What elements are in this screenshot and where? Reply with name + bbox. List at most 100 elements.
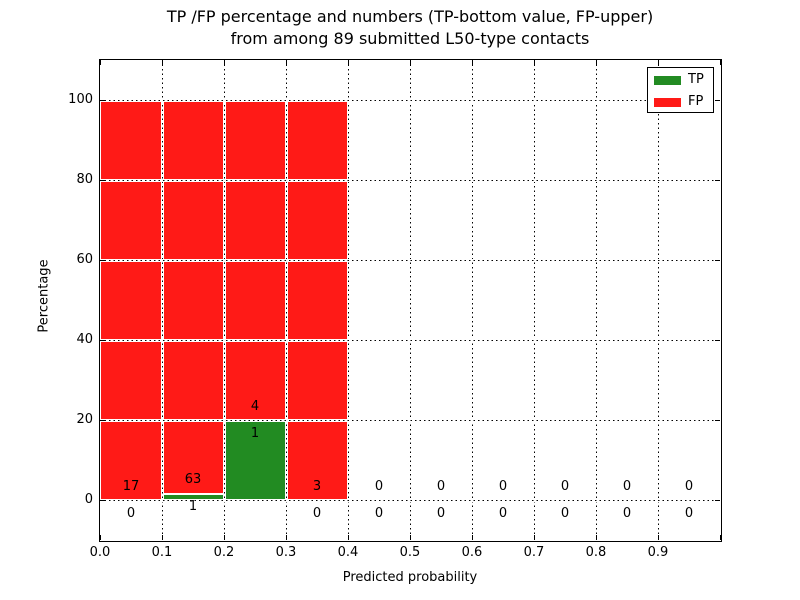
gridline-dots [347, 60, 349, 540]
x-tick-mark [347, 535, 349, 540]
fp-color-swatch [654, 98, 681, 107]
x-tick-label: 0.1 [151, 545, 173, 560]
x-tick-mark [471, 60, 473, 65]
fp-count-label: 0 [436, 478, 446, 494]
y-tick-mark [100, 179, 105, 181]
fp-count-label: 63 [184, 472, 202, 488]
x-tick-label: 0.7 [523, 545, 545, 560]
gridline-dots [100, 419, 720, 421]
y-tick-mark [715, 99, 720, 101]
x-tick-mark [99, 60, 101, 65]
bar-fp-segment [286, 100, 348, 500]
gridline-dots [100, 499, 720, 501]
x-tick-mark [409, 535, 411, 540]
chart-title: TP /FP percentage and numbers (TP-bottom… [90, 6, 730, 50]
legend-item-tp: TP [648, 70, 713, 90]
x-tick-mark [595, 60, 597, 65]
horizontal-gridline [100, 418, 720, 422]
x-tick-mark [285, 535, 287, 540]
x-tick-label: 0.8 [585, 545, 607, 560]
x-axis-label: Predicted probability [342, 570, 478, 585]
fp-count-label: 0 [560, 478, 570, 494]
x-tick-mark [657, 60, 659, 65]
x-tick-mark [223, 60, 225, 65]
vertical-gridline [594, 60, 598, 540]
y-tick-mark [100, 499, 105, 501]
vertical-gridline [656, 60, 660, 540]
horizontal-gridline [100, 258, 720, 262]
tp-count-label: 0 [436, 505, 446, 521]
y-tick-mark [100, 419, 105, 421]
x-tick-label: 0.0 [89, 545, 111, 560]
x-tick-mark [161, 60, 163, 65]
fp-count-label: 0 [622, 478, 632, 494]
legend-item-fp: FP [648, 92, 713, 112]
tp-count-label: 0 [126, 505, 136, 521]
y-tick-mark [715, 179, 720, 181]
x-tick-label: 0.4 [337, 545, 359, 560]
x-tick-mark [161, 535, 163, 540]
fp-count-label: 3 [312, 478, 322, 494]
x-tick-mark [223, 535, 225, 540]
y-tick-label: 100 [68, 92, 93, 107]
x-tick-label: 0.2 [213, 545, 235, 560]
tp-count-label: 0 [622, 505, 632, 521]
x-tick-label: 0.5 [399, 545, 421, 560]
x-tick-label: 0.3 [275, 545, 297, 560]
x-tick-mark [719, 535, 721, 540]
fp-count-label: 17 [122, 478, 140, 494]
vertical-gridline [160, 60, 164, 540]
gridline-dots [471, 60, 473, 540]
vertical-gridline [470, 60, 474, 540]
y-tick-label: 20 [76, 412, 93, 427]
tp-count-label: 0 [312, 505, 322, 521]
vertical-gridline [532, 60, 536, 540]
fp-count-label: 4 [250, 398, 260, 414]
bar-fp-segment [100, 100, 162, 500]
legend-label-tp: TP [688, 72, 704, 87]
gridline-dots [223, 60, 225, 540]
tp-count-label: 1 [188, 499, 198, 515]
horizontal-gridline [100, 98, 720, 102]
gridline-dots [100, 99, 720, 101]
x-tick-mark [409, 60, 411, 65]
y-tick-label: 0 [84, 492, 93, 507]
tp-count-label: 0 [684, 505, 694, 521]
y-tick-mark [715, 259, 720, 261]
y-tick-label: 60 [76, 252, 93, 267]
x-tick-label: 0.9 [647, 545, 669, 560]
chart-title-line2: from among 89 submitted L50-type contact… [230, 29, 590, 48]
x-tick-label: 0.6 [461, 545, 483, 560]
tp-color-swatch [654, 76, 681, 85]
y-axis-label: Percentage [36, 259, 52, 333]
x-tick-mark [471, 535, 473, 540]
x-tick-mark [285, 60, 287, 65]
chart-title-line1: TP /FP percentage and numbers (TP-bottom… [166, 7, 654, 26]
vertical-gridline [346, 60, 350, 540]
x-tick-mark [595, 535, 597, 540]
y-tick-mark [100, 99, 105, 101]
gridline-dots [100, 259, 720, 261]
plot-area: 17 0 63 1 4 1 3 0 0 0 0 0 0 0 0 0 0 0 0 0 [99, 60, 721, 540]
gridline-dots [533, 60, 535, 540]
x-tick-mark [99, 535, 101, 540]
tp-count-label: 0 [498, 505, 508, 521]
y-tick-mark [100, 259, 105, 261]
y-tick-label: 40 [76, 332, 93, 347]
x-tick-mark [347, 60, 349, 65]
horizontal-gridline [100, 338, 720, 342]
y-tick-mark [715, 419, 720, 421]
bar-fp-segment [162, 100, 224, 494]
x-tick-mark [719, 60, 721, 65]
gridline-dots [409, 60, 411, 540]
gridline-dots [161, 60, 163, 540]
legend-label-fp: FP [688, 94, 704, 109]
gridline-dots [595, 60, 597, 540]
x-tick-mark [533, 535, 535, 540]
x-tick-mark [533, 60, 535, 65]
horizontal-gridline [100, 178, 720, 182]
tp-count-label: 0 [374, 505, 384, 521]
tp-count-label: 0 [560, 505, 570, 521]
fp-count-label: 0 [374, 478, 384, 494]
